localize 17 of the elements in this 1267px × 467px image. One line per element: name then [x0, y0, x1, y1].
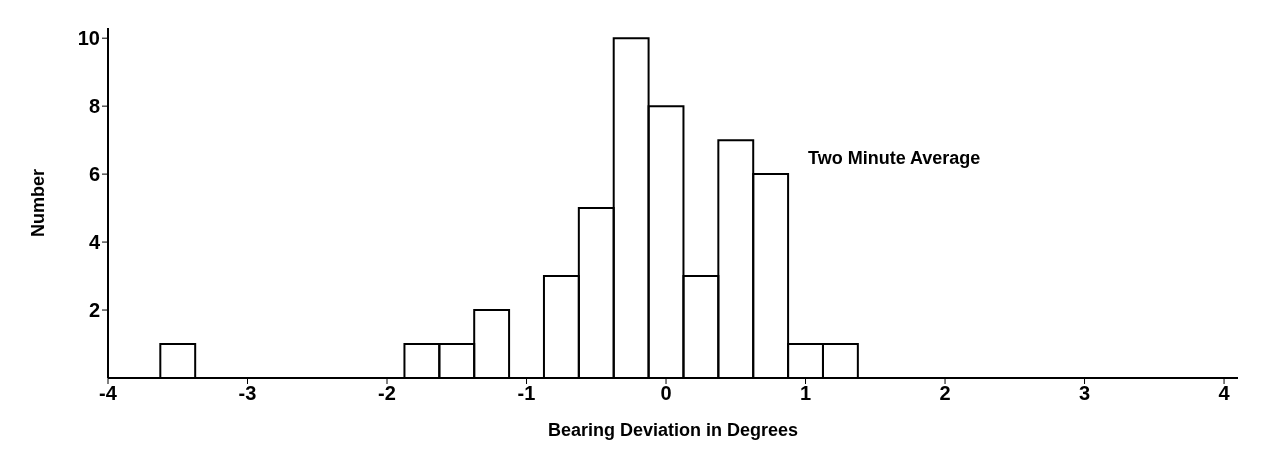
x-tick-label: 1: [799, 382, 812, 405]
y-tick-label: 8: [88, 95, 100, 118]
x-tick-label: 4: [1218, 382, 1231, 405]
x-tick-label: 0: [660, 382, 672, 405]
x-tick-label: 3: [1078, 382, 1091, 405]
annotation: Two Minute Average: [808, 148, 981, 169]
y-tick-label: 2: [88, 299, 100, 322]
x-tick-label: -4: [99, 382, 118, 405]
x-tick-label: -1: [517, 382, 536, 405]
y-tick-label: 10: [77, 27, 100, 50]
x-axis-title: Bearing Deviation in Degrees: [547, 420, 799, 440]
y-tick-label: 6: [88, 163, 100, 186]
x-tick-label: 2: [939, 382, 951, 405]
x-tick-label: -3: [238, 382, 257, 405]
y-tick-label: 4: [88, 231, 101, 254]
x-tick-label: -2: [378, 382, 396, 405]
y-axis-title: Number: [28, 168, 49, 238]
